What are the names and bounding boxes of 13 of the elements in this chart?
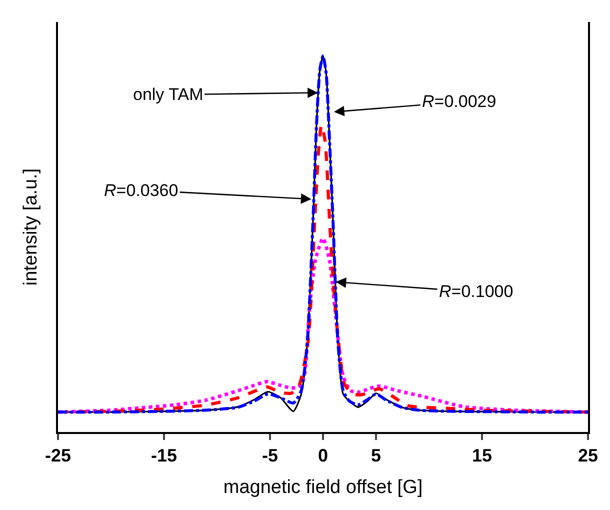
annotation: R=0.0029 <box>422 92 496 111</box>
y-axis-title: intensity [a.u.] <box>20 168 42 286</box>
x-tick-label: 25 <box>578 446 598 466</box>
annotation: R=0.1000 <box>439 282 514 301</box>
x-tick-label: 15 <box>472 446 492 466</box>
x-tick-label: -5 <box>262 446 278 466</box>
x-tick-label: -25 <box>44 446 72 466</box>
x-tick-label: 0 <box>318 446 328 466</box>
annotation: R=0.0360 <box>104 181 178 200</box>
x-tick-label: -15 <box>150 446 178 466</box>
x-axis-title: magnetic field offset [G] <box>223 476 423 498</box>
annotation: only TAM <box>133 85 204 104</box>
x-tick-label: 5 <box>370 446 382 466</box>
